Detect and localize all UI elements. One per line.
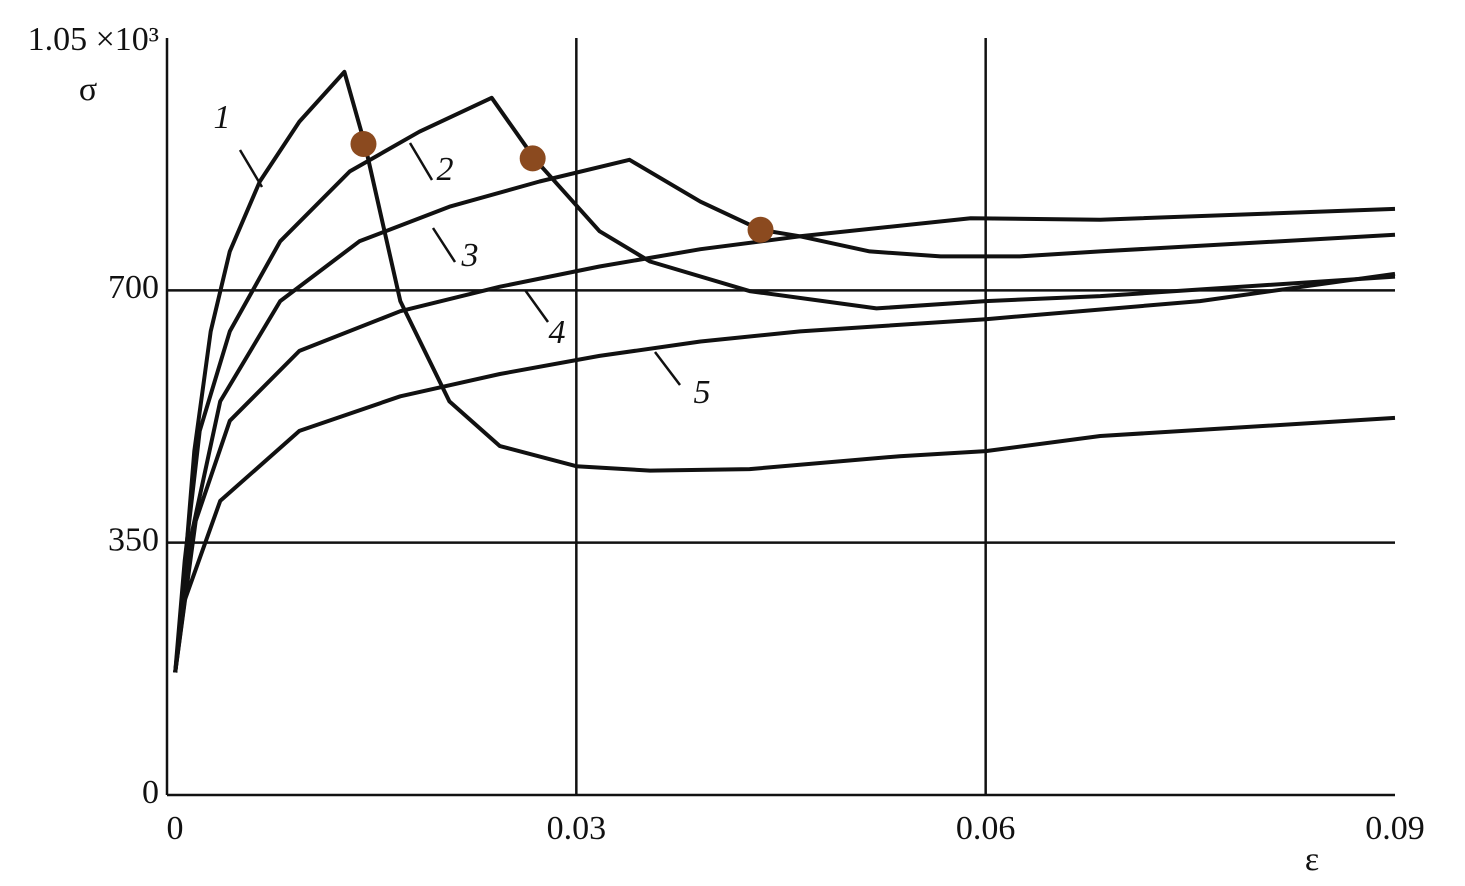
curve-label: 1 [214, 99, 231, 136]
curve-leader [523, 289, 550, 323]
y-tick-label: 1.05 ×10³ [28, 21, 159, 58]
curve-label: 4 [549, 314, 566, 351]
curve [173, 69, 1396, 673]
marker-point [747, 216, 774, 243]
marker-point [350, 130, 377, 157]
curve-leader [431, 227, 457, 263]
x-axis-label: ε [1305, 841, 1319, 878]
curve [173, 206, 1396, 673]
curve-leader [654, 351, 681, 386]
x-tick-label: 0.09 [1365, 810, 1425, 847]
curve-label: 5 [694, 374, 711, 411]
y-tick-label: 700 [108, 269, 159, 306]
curve-leader [238, 149, 264, 188]
marker-point [519, 145, 546, 172]
curve [173, 157, 1396, 673]
curve-leader [408, 142, 434, 181]
curve [173, 271, 1396, 673]
curve-label: 2 [437, 151, 454, 188]
curve-label: 3 [461, 237, 479, 274]
y-tick-label: 0 [142, 774, 159, 811]
x-tick-label: 0 [167, 810, 184, 847]
x-tick-label: 0.06 [956, 810, 1016, 847]
y-tick-label: 350 [108, 521, 159, 558]
y-axis-label: σ [79, 71, 97, 108]
curve [173, 95, 1396, 673]
x-tick-label: 0.03 [547, 810, 607, 847]
